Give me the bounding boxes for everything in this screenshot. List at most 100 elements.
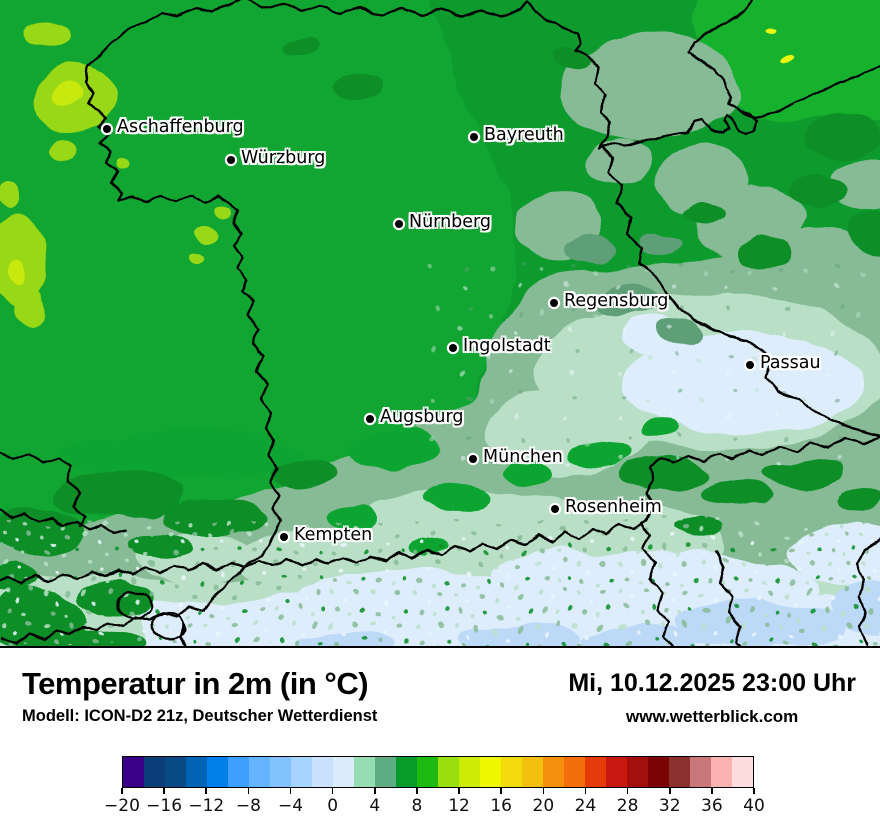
- colorbar-segment: [228, 757, 249, 787]
- temperature-scale: −20 −16 −12 −8 −4 0 4 8 12 16 20 24 28 32 36 40: [104, 756, 765, 816]
- state-borders: [0, 0, 880, 646]
- colorbar-segment: [543, 757, 564, 787]
- tick-mark: [163, 788, 165, 794]
- city-dot-icon: [103, 125, 111, 133]
- city-dot-icon: [280, 533, 288, 541]
- tick-label: 16: [490, 796, 513, 816]
- website-url: www.wetterblick.com: [626, 707, 799, 726]
- tick-mark: [289, 788, 292, 794]
- colorbar-segment: [711, 757, 732, 787]
- colorbar-segment: [564, 757, 585, 787]
- colorbar-segment: [585, 757, 606, 787]
- tick-mark: [626, 788, 629, 794]
- city-label: München: [483, 447, 563, 467]
- city-label: Rosenheim: [565, 497, 662, 517]
- colorbar-segment: [501, 757, 522, 787]
- city-dot-icon: [470, 133, 478, 141]
- warmest-patches-northwest: [10, 81, 89, 284]
- tick-label: 32: [658, 796, 681, 816]
- colorbar-segment: [438, 757, 459, 787]
- colorbar-segment: [732, 757, 753, 787]
- tick-mark: [121, 788, 123, 794]
- colorbar-segment: [333, 757, 354, 787]
- city-label: Passau: [760, 353, 821, 373]
- city-label: Bayreuth: [484, 125, 564, 145]
- city-label: Nürnberg: [409, 212, 492, 232]
- tick-mark: [458, 788, 460, 794]
- map-graphic: [0, 0, 880, 646]
- colorbar-segment: [459, 757, 480, 787]
- tick-label: 12: [448, 796, 470, 816]
- tick-label: 20: [532, 796, 555, 816]
- tick-label: −8: [235, 796, 261, 816]
- tick-label: −12: [188, 796, 225, 816]
- model-info: Modell: ICON-D2 21z, Deutscher Wetterdie…: [22, 707, 378, 725]
- colorbar-segment: [522, 757, 543, 787]
- colorbar-segment: [417, 757, 438, 787]
- tick-mark: [753, 788, 755, 794]
- colorbar-segment: [249, 757, 270, 787]
- colorbar-segment: [123, 757, 144, 787]
- warm-specks-czech: [762, 30, 797, 66]
- temperature-regions: [0, 0, 880, 646]
- colorbar-segment: [312, 757, 333, 787]
- colorbar-segment: [669, 757, 690, 787]
- tick-label: 28: [616, 796, 639, 816]
- city-label: Ingolstadt: [463, 336, 551, 356]
- map-title: Temperatur in 2m (in °C): [22, 666, 369, 701]
- city-label: Augsburg: [380, 407, 464, 427]
- tick-label: 24: [574, 796, 597, 816]
- tick-label: 8: [411, 796, 423, 816]
- tick-label: 36: [701, 796, 723, 816]
- city-dot-icon: [449, 344, 457, 352]
- tick-mark: [500, 788, 502, 794]
- tick-mark: [711, 788, 713, 794]
- city-label: Regensburg: [564, 291, 669, 311]
- alpine-speckles: [0, 520, 880, 646]
- forecast-datetime: Mi, 10.12.2025 23:00 Uhr: [568, 669, 856, 697]
- colorbar-tick-labels: −20 −16 −12 −8 −4 0 4 8 12 16 20 24 28 32 36 40: [104, 794, 765, 816]
- tick-label: −4: [278, 796, 304, 816]
- tick-label: −16: [146, 796, 183, 816]
- city-dot-icon: [227, 156, 235, 164]
- tick-mark: [205, 788, 208, 794]
- city-label: Aschaffenburg: [117, 117, 244, 137]
- east-speckles: [430, 255, 880, 470]
- colorbar-segment: [375, 757, 396, 787]
- city-label: Kempten: [294, 525, 373, 545]
- tick-label: 40: [743, 796, 765, 816]
- temperature-map: Aschaffenburg Würzburg Bayreuth Nürnberg Reg…: [0, 0, 880, 648]
- tick-label: −20: [104, 796, 140, 816]
- city-dot-icon: [551, 505, 559, 513]
- tick-mark: [374, 788, 376, 794]
- tick-mark: [668, 788, 671, 794]
- city-dot-icon: [366, 415, 374, 423]
- city-dot-icon: [550, 299, 558, 307]
- colorbar-segment: [207, 757, 228, 787]
- tick-mark: [331, 788, 334, 794]
- colorbar-segment: [690, 757, 711, 787]
- tick-mark: [584, 788, 587, 794]
- city-dot-icon: [395, 220, 403, 228]
- tick-mark: [247, 788, 250, 794]
- colorbar-segment: [396, 757, 417, 787]
- colorbar-segment: [648, 757, 669, 787]
- colorbar-segment: [354, 757, 375, 787]
- tick-label: 0: [327, 796, 339, 816]
- city-dot-icon: [469, 455, 477, 463]
- colorbar-segment: [186, 757, 207, 787]
- city-dot-icon: [746, 361, 754, 369]
- footer-right-block: Mi, 10.12.2025 23:00 Uhr www.wetterblick…: [568, 669, 856, 727]
- colorbar: [122, 756, 754, 788]
- colorbar-segment: [627, 757, 648, 787]
- colorbar-segment: [606, 757, 627, 787]
- tick-mark: [416, 788, 418, 794]
- colorbar-segment: [480, 757, 501, 787]
- tick-label: 4: [369, 796, 381, 816]
- colorbar-segment: [165, 757, 186, 787]
- colorbar-segment: [144, 757, 165, 787]
- footer: Temperatur in 2m (in °C) Modell: ICON-D2…: [0, 648, 880, 830]
- colorbar-ticks: [121, 788, 755, 794]
- colorbar-segment: [270, 757, 291, 787]
